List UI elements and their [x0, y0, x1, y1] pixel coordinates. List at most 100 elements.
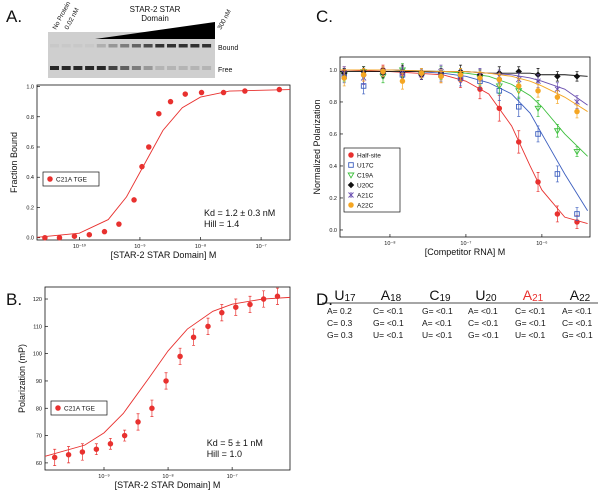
y-tick-label: 0.4	[329, 164, 337, 170]
gel-band	[61, 66, 71, 70]
table-cell: C= <0.1	[515, 306, 546, 316]
point	[535, 78, 541, 85]
point	[116, 221, 122, 227]
error-bar	[555, 124, 559, 138]
header-base: U	[334, 287, 344, 303]
annotation: Hill = 1.0	[207, 449, 242, 459]
point	[65, 451, 72, 458]
error-bar	[575, 207, 579, 221]
legend-label: U17C	[357, 163, 374, 170]
point	[56, 234, 63, 241]
table-cell: U= <0.1	[373, 330, 404, 340]
point	[348, 202, 354, 208]
point	[554, 171, 561, 177]
y-tick-label: 0.0	[329, 228, 337, 234]
legend-label: C21A TGE	[56, 177, 88, 184]
gel-title: STAR-2 STAR	[130, 5, 181, 14]
gel-band	[190, 44, 200, 48]
concentration-wedge	[95, 22, 215, 39]
legend: C21A TGE	[42, 171, 100, 187]
gel-band	[108, 44, 118, 48]
header-position: 18	[390, 293, 402, 304]
point	[163, 378, 169, 384]
point	[121, 432, 128, 439]
point	[515, 139, 522, 145]
y-tick-label: 0.2	[26, 205, 34, 211]
point	[496, 76, 503, 83]
point	[274, 293, 281, 300]
header-position: 21	[532, 293, 544, 304]
panel-label: B.	[6, 290, 22, 309]
panel-label: A.	[6, 7, 22, 26]
y-tick-label: 0.2	[329, 196, 337, 202]
point	[182, 91, 189, 97]
legend-label: A22C	[357, 203, 374, 210]
table-header: A18	[381, 287, 402, 304]
table-header: U20	[475, 287, 497, 304]
table-cell: G= 0.3	[327, 330, 353, 340]
annotation: Hill = 1.4	[204, 219, 239, 229]
point	[101, 228, 108, 235]
point	[347, 172, 355, 179]
gel-band	[61, 44, 71, 48]
point	[399, 78, 406, 84]
point	[348, 152, 354, 158]
point	[348, 162, 354, 168]
x-tick-label: 10⁻⁸	[195, 243, 206, 250]
band-label: Free	[218, 67, 233, 74]
point	[86, 231, 93, 238]
point	[79, 449, 86, 455]
legend-label: C19A	[357, 173, 374, 180]
x-tick-label: 10⁻¹⁰	[73, 243, 87, 250]
gel-band	[202, 44, 212, 48]
gel-background	[48, 32, 215, 78]
gel-band	[50, 66, 59, 70]
point	[198, 89, 205, 96]
gel-band	[167, 66, 176, 70]
point	[573, 73, 581, 80]
fit-line	[44, 296, 291, 457]
point	[55, 405, 61, 411]
table-cell: U= <0.1	[422, 330, 453, 340]
x-axis-label: [STAR-2 STAR Domain] M	[115, 480, 221, 490]
gel-band	[108, 66, 118, 70]
error-bar	[536, 125, 540, 143]
gel-band	[50, 44, 59, 48]
point	[535, 179, 541, 185]
table-cell: G= <0.1	[422, 306, 453, 316]
table-cell: C= <0.1	[373, 306, 404, 316]
point	[242, 88, 248, 94]
y-tick-label: 0.0	[26, 236, 34, 242]
x-axis-label: [Competitor RNA] M	[425, 247, 506, 257]
legend-box	[42, 171, 100, 187]
y-tick-label: 1.0	[26, 85, 34, 91]
point	[554, 73, 561, 80]
error-bar	[555, 165, 559, 183]
legend-box	[343, 147, 401, 213]
table-cell: C= 0.3	[327, 318, 353, 328]
table-cell: G= <0.1	[468, 330, 499, 340]
gel-band	[167, 44, 176, 48]
point	[131, 197, 137, 203]
legend: Half-site U17C C19A U20C A21C A22C	[343, 147, 401, 213]
error-bar	[536, 100, 540, 117]
fit-line	[340, 69, 588, 106]
table-cell: A= <0.1	[468, 306, 498, 316]
y-axis-label: Polarization (mP)	[17, 344, 27, 413]
point	[535, 88, 541, 94]
table-cell: A= <0.1	[562, 306, 592, 316]
gel-band	[143, 44, 153, 48]
table-cell: C= <0.1	[562, 318, 593, 328]
gel-band	[155, 66, 165, 70]
point	[167, 98, 174, 105]
chart: 0.0 0.2 0.4 0.6 0.8 1.0 10⁻¹⁰ 10⁻⁹ 10⁻⁸ 10⁻⁷ [STAR…	[9, 84, 291, 260]
point	[496, 105, 503, 112]
point	[205, 323, 211, 330]
plot-frame	[36, 84, 291, 241]
gel-band	[131, 44, 141, 48]
fit-line	[36, 89, 291, 238]
table-header: A21	[523, 287, 544, 304]
point	[260, 296, 267, 302]
point	[71, 233, 78, 239]
table-cell: G= <0.1	[373, 318, 404, 328]
